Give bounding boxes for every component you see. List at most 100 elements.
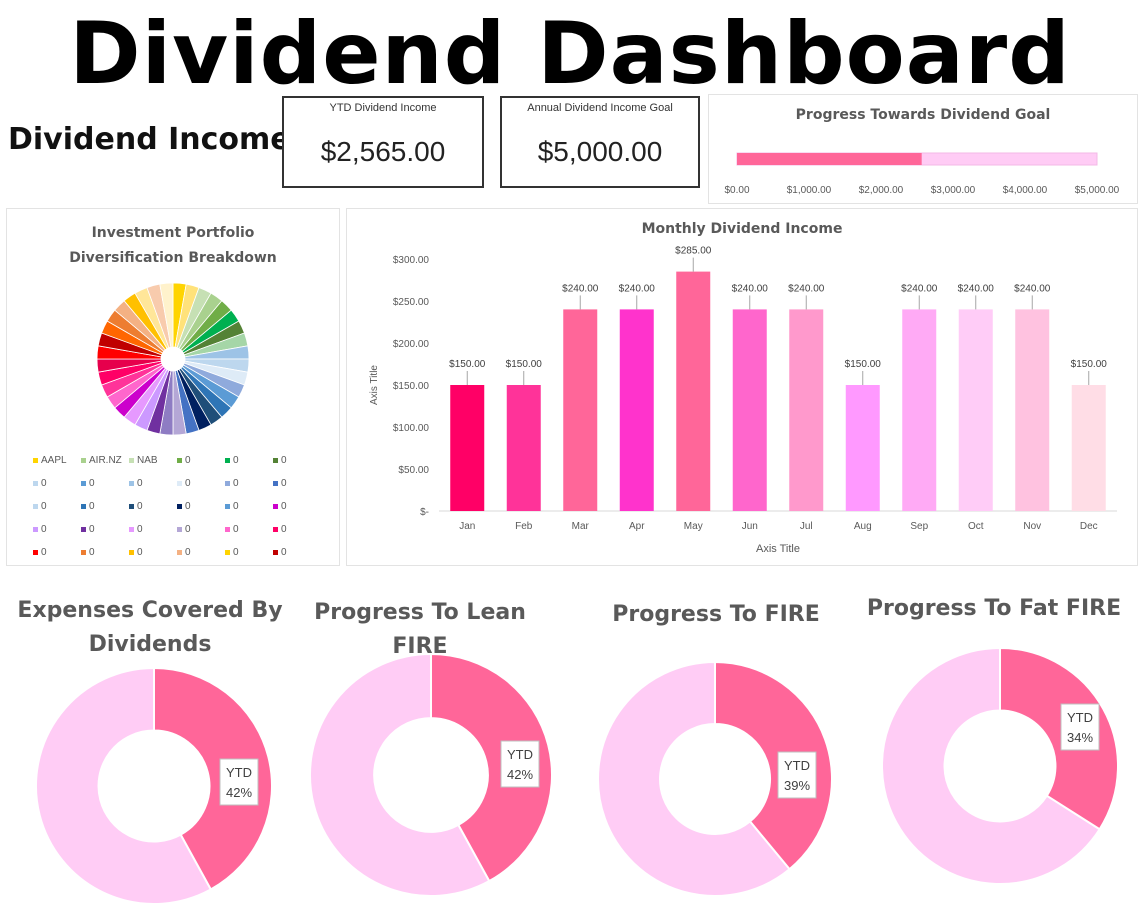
donut-remaining-slice	[597, 660, 791, 897]
legend-label: 0	[89, 501, 95, 512]
legend-item: AAPL	[33, 455, 67, 466]
legend-label: 0	[137, 478, 143, 489]
legend-swatch	[33, 503, 38, 509]
donut-value-slice	[153, 666, 273, 891]
legend-label: 0	[281, 478, 287, 489]
y-tick-label: $-	[420, 507, 429, 518]
data-label: $240.00	[732, 283, 769, 294]
legend-swatch	[33, 457, 38, 463]
legend-swatch	[33, 480, 38, 486]
expenses-title-line-1: Expenses Covered By	[17, 598, 283, 623]
donut-remaining-slice	[309, 652, 491, 897]
legend-label: 0	[185, 501, 191, 512]
data-label: $285.00	[675, 246, 712, 257]
bar	[732, 309, 767, 511]
legend-item: NAB	[129, 455, 158, 466]
legend-swatch	[129, 457, 134, 463]
legend-label: AAPL	[41, 455, 67, 466]
x-axis-title: Axis Title	[756, 543, 800, 555]
legend-label: 0	[41, 524, 47, 535]
legend-swatch	[81, 457, 86, 463]
data-label: $150.00	[506, 359, 543, 370]
bar	[506, 385, 541, 511]
legend-label: 0	[185, 524, 191, 535]
monthly-chart-title: Monthly Dividend Income	[641, 221, 843, 237]
diversification-panel: Investment Portfolio Diversification Bre…	[6, 208, 340, 566]
legend-label: 0	[41, 547, 47, 558]
bar	[902, 309, 937, 511]
legend-swatch	[225, 526, 230, 532]
legend-swatch	[81, 503, 86, 509]
legend-item: 0	[273, 524, 287, 535]
data-label: $150.00	[1071, 359, 1108, 370]
income-goal-label: Annual Dividend Income Goal	[527, 102, 673, 114]
legend-label: AIR.NZ	[89, 455, 122, 466]
data-label: $240.00	[958, 283, 995, 294]
legend-swatch	[225, 549, 230, 555]
legend-label: 0	[233, 455, 239, 466]
bar	[845, 385, 880, 511]
progress-tick-label: $1,000.00	[787, 185, 832, 196]
legend-label: 0	[89, 524, 95, 535]
legend-item: 0	[81, 524, 95, 535]
legend-label: 0	[185, 547, 191, 558]
legend-swatch	[81, 480, 86, 486]
legend-label: 0	[137, 547, 143, 558]
diversification-title-line-2: Diversification Breakdown	[69, 250, 277, 266]
x-tick-label: Jul	[800, 521, 813, 532]
legend-item: 0	[177, 455, 191, 466]
x-tick-label: Dec	[1080, 521, 1098, 532]
lean-fire-donut-chart: YTD 42%	[309, 652, 553, 897]
data-label: $240.00	[619, 283, 656, 294]
y-tick-label: $200.00	[393, 339, 430, 350]
x-tick-label: Jun	[742, 521, 758, 532]
x-tick-label: May	[684, 521, 703, 532]
legend-swatch	[177, 457, 182, 463]
ytd-income-value: $2,565.00	[320, 136, 446, 167]
fire-title: Progress To FIRE	[612, 602, 820, 627]
bar	[1071, 385, 1106, 511]
legend-swatch	[129, 480, 134, 486]
legend-swatch	[177, 503, 182, 509]
diversification-legend: AAPL AIR.NZ NAB 0 0 0 0 0 0 0 0 0 0 0 0 0 0 0 0 0 0 0 0 0 0 0 0 0 0 0	[7, 209, 339, 565]
y-tick-label: $50.00	[398, 465, 429, 476]
legend-item: 0	[225, 547, 239, 558]
legend-item: AIR.NZ	[81, 455, 122, 466]
progress-tick-label: $2,000.00	[859, 185, 904, 196]
legend-swatch	[273, 503, 278, 509]
fat-fire-donut-chart: YTD 34%	[881, 646, 1119, 885]
bar	[676, 271, 711, 511]
legend-item: 0	[33, 478, 47, 489]
legend-item: 0	[129, 524, 143, 535]
legend-item: 0	[33, 501, 47, 512]
bar	[619, 309, 654, 511]
legend-label: 0	[89, 547, 95, 558]
expenses-donut-chart: YTD 42%	[35, 666, 273, 905]
legend-item: 0	[81, 478, 95, 489]
fat-fire-title: Progress To Fat FIRE	[866, 596, 1122, 621]
legend-item: 0	[273, 547, 287, 558]
legend-label: 0	[233, 547, 239, 558]
legend-swatch	[225, 457, 230, 463]
fire-donut-chart: YTD 39%	[597, 660, 833, 897]
bar	[1015, 309, 1050, 511]
legend-label: 0	[233, 501, 239, 512]
donut-data-label-box	[777, 751, 817, 799]
ytd-income-label: YTD Dividend Income	[329, 102, 437, 114]
legend-swatch	[81, 549, 86, 555]
monthly-panel: Monthly Dividend Income $- $50.00 $100.00 $…	[346, 208, 1138, 566]
legend-swatch	[177, 549, 182, 555]
legend-label: 0	[137, 524, 143, 535]
legend-label: 0	[185, 478, 191, 489]
legend-label: 0	[185, 455, 191, 466]
legend-item: 0	[129, 478, 143, 489]
legend-label: 0	[41, 478, 47, 489]
expenses-title: Expenses Covered By Dividends	[10, 594, 290, 662]
legend-label: 0	[281, 455, 287, 466]
legend-swatch	[273, 526, 278, 532]
legend-label: NAB	[137, 455, 158, 466]
legend-item: 0	[81, 501, 95, 512]
expenses-title-line-2: Dividends	[88, 632, 212, 657]
x-tick-label: Oct	[968, 521, 984, 532]
legend-item: 0	[177, 547, 191, 558]
